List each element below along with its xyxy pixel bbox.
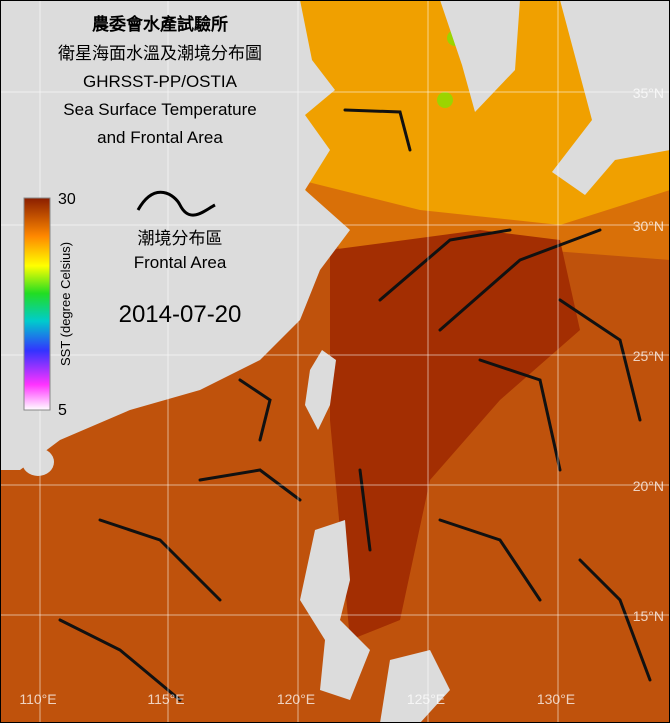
legend-label-zh: 潮境分布區 <box>138 229 223 248</box>
title: 農委會水產試驗所 <box>92 14 228 34</box>
title: 衛星海面水溫及潮境分布圖 <box>58 44 262 63</box>
lat-label: 25°N <box>633 348 664 364</box>
hainan-land <box>22 448 54 476</box>
luzon-land <box>300 520 370 700</box>
lon-label: 110°E <box>19 691 56 707</box>
date: 2014-07-20 <box>119 301 242 328</box>
lon-label: 130°E <box>537 691 575 707</box>
lon-label: 115°E <box>147 691 184 707</box>
frontal-lines <box>58 108 652 702</box>
taiwan-land <box>305 350 336 430</box>
lat-label: 15°N <box>633 608 664 624</box>
colorbar-min: 5 <box>58 402 67 419</box>
lon-label: 120°E <box>277 691 315 707</box>
colorbar <box>23 197 51 411</box>
korea-land <box>440 0 520 112</box>
legend-label-en: Frontal Area <box>134 253 227 272</box>
lat-label: 30°N <box>633 218 664 234</box>
lon-label: 125°E <box>407 691 445 707</box>
frontal-legend-symbol <box>136 190 216 217</box>
title: Sea Surface Temperature <box>63 100 256 119</box>
lat-label: 20°N <box>633 478 664 494</box>
japan-land <box>552 0 670 195</box>
colorbar-max: 30 <box>58 191 76 208</box>
kuroshio <box>330 230 580 640</box>
colorbar-label: SST (degree Celsius) <box>58 242 73 366</box>
title: and Frontal Area <box>97 128 223 147</box>
cold-spot <box>437 92 453 108</box>
philippines-land <box>380 650 450 723</box>
title: GHRSST-PP/OSTIA <box>83 72 238 91</box>
china-land <box>0 0 350 470</box>
lat-label: 35°N <box>633 85 664 101</box>
